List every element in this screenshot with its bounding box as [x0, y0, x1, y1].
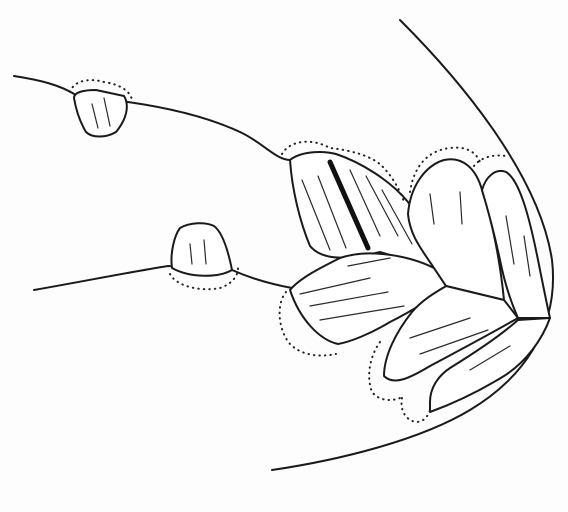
lower-diagonal-tooth	[383, 285, 519, 382]
lower-small-tooth-outline-dotted	[169, 267, 239, 291]
right-narrow-tooth	[481, 170, 551, 319]
lower-small-tooth	[170, 222, 233, 277]
upper-large-tooth-bold-line	[327, 159, 371, 251]
upper-large-tooth-hatch	[301, 169, 413, 251]
lower-small-tooth-hatch	[189, 239, 207, 265]
lower-edge-line	[33, 265, 293, 291]
upper-large-tooth-outline-dotted	[281, 140, 405, 203]
central-rounded-tooth-hatch	[429, 191, 463, 225]
bottom-right-tooth-outline-dotted	[400, 397, 431, 424]
upper-small-tooth-hatch	[91, 97, 111, 129]
upper-small-tooth-outline-dotted	[69, 79, 133, 101]
bottom-right-tooth-hatch	[469, 345, 511, 371]
bottom-right-tooth	[429, 317, 551, 413]
right-narrow-tooth-hatch	[505, 215, 531, 277]
right-narrow-tooth-outline-dotted	[473, 154, 507, 167]
lower-large-tooth-outline-dotted	[278, 291, 337, 357]
lower-large-tooth-hatch	[299, 257, 405, 321]
lower-diagonal-tooth-hatch	[409, 317, 489, 355]
upper-small-tooth	[73, 89, 128, 138]
upper-edge-line	[13, 75, 291, 161]
